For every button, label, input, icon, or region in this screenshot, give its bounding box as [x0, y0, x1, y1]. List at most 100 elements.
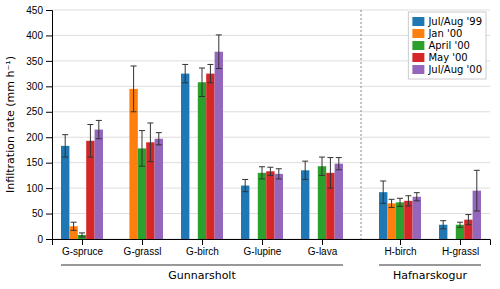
- y-tick: 350: [26, 56, 52, 67]
- error-bar-cap: [87, 124, 93, 125]
- error-bar: [336, 158, 342, 170]
- error-bar: [71, 222, 77, 230]
- x-tick: H-birch: [384, 239, 416, 257]
- error-bar-cap: [414, 192, 420, 193]
- x-tick: G-birch: [186, 239, 219, 257]
- error-bar: [389, 199, 395, 207]
- legend-swatch: [412, 53, 424, 62]
- bar: [241, 186, 249, 239]
- y-tick: 400: [26, 30, 52, 41]
- x-axis-line: [53, 240, 491, 246]
- y-tick: 250: [26, 106, 52, 117]
- error-bar-stem: [142, 131, 143, 167]
- error-bar: [147, 123, 153, 162]
- x-tick: G-spruce: [62, 239, 104, 257]
- error-bar: [156, 133, 162, 145]
- y-tick: 50: [32, 208, 52, 219]
- bar: [155, 139, 163, 239]
- y-tick-label: 100: [26, 183, 43, 194]
- bar: [61, 146, 69, 239]
- error-bar-stem: [262, 167, 263, 179]
- y-axis-line: [46, 11, 53, 240]
- bar: [456, 225, 464, 239]
- error-bar-cap: [62, 157, 68, 158]
- error-bar-cap: [414, 200, 420, 201]
- error-bar-stem: [82, 233, 83, 237]
- grid-line: [52, 162, 490, 163]
- error-bar-cap: [87, 157, 93, 158]
- y-axis-title: Infiltration rate (mm h⁻¹): [4, 56, 17, 193]
- x-tick: G-lava: [308, 239, 338, 257]
- error-bar-cap: [465, 224, 471, 225]
- y-tick-mark: [46, 137, 52, 138]
- error-bar: [440, 221, 446, 229]
- bar-series: [69, 66, 395, 239]
- x-tick: G-grassl: [124, 239, 162, 257]
- y-tick-label: 200: [26, 132, 43, 143]
- error-bar: [242, 179, 248, 191]
- y-tick-mark: [46, 10, 52, 11]
- legend-swatch: [412, 17, 424, 26]
- error-bar: [131, 66, 137, 112]
- error-bar-cap: [131, 65, 137, 66]
- y-tick-mark: [46, 61, 52, 62]
- error-bar-stem: [158, 133, 159, 145]
- grid: [52, 10, 490, 239]
- bar: [129, 89, 137, 239]
- group-label: Hafnarskogur: [393, 269, 468, 282]
- error-bar-cap: [242, 191, 248, 192]
- bar: [301, 170, 309, 239]
- bar: [275, 174, 283, 239]
- y-tick: 150: [26, 157, 52, 168]
- bar: [181, 74, 189, 239]
- error-bar-cap: [336, 169, 342, 170]
- error-bar-stem: [322, 157, 323, 175]
- error-bar-stem: [330, 158, 331, 189]
- bar: [404, 201, 412, 239]
- x-tick-label: H-grassl: [442, 246, 479, 257]
- error-bar-cap: [267, 167, 273, 168]
- chart: 050100150200250300350400450G-spruceG-gra…: [0, 0, 500, 289]
- group-label: Gunnarsholt: [168, 269, 236, 282]
- error-bar-cap: [216, 34, 222, 35]
- y-tick-label: 350: [26, 56, 43, 67]
- legend-label: Jan '00: [427, 28, 462, 39]
- legend-label: Jul/Aug '99: [427, 16, 482, 27]
- error-bar-stem: [416, 193, 417, 201]
- error-bar-cap: [389, 207, 395, 208]
- y-tick-label: 0: [37, 234, 43, 245]
- legend-label: April '00: [428, 40, 470, 51]
- x-tick-mark: [460, 239, 461, 245]
- y-axis: 050100150200250300350400450: [26, 5, 52, 245]
- error-bar: [259, 167, 265, 179]
- grid-line: [52, 111, 490, 112]
- bar: [318, 166, 326, 239]
- y-tick-label: 50: [32, 208, 44, 219]
- bar: [335, 164, 343, 239]
- legend-item: April '00: [412, 40, 470, 51]
- error-bar: [216, 35, 222, 69]
- error-bar-cap: [276, 178, 282, 179]
- error-bar-cap: [440, 220, 446, 221]
- error-bar-cap: [397, 198, 403, 199]
- error-bar-cap: [405, 205, 411, 206]
- error-bar-stem: [210, 64, 211, 82]
- bar-series: [61, 64, 447, 239]
- group-underline: [61, 265, 343, 266]
- y-tick: 450: [26, 5, 52, 16]
- error-bar-cap: [457, 227, 463, 228]
- x-tick-mark: [322, 239, 323, 245]
- x-tick-mark: [262, 239, 263, 245]
- x-tick-label: G-grassl: [124, 246, 162, 257]
- error-bar: [139, 131, 145, 167]
- error-bar-cap: [147, 161, 153, 162]
- bar: [413, 197, 421, 239]
- bar-series: [86, 64, 472, 239]
- y-tick-mark: [46, 86, 52, 87]
- error-bar-cap: [79, 232, 85, 233]
- error-bar-stem: [270, 167, 271, 175]
- error-bar-stem: [245, 179, 246, 191]
- error-bar: [380, 181, 386, 203]
- error-bar: [474, 170, 480, 211]
- legend-item: Jul/Aug '00: [412, 64, 482, 75]
